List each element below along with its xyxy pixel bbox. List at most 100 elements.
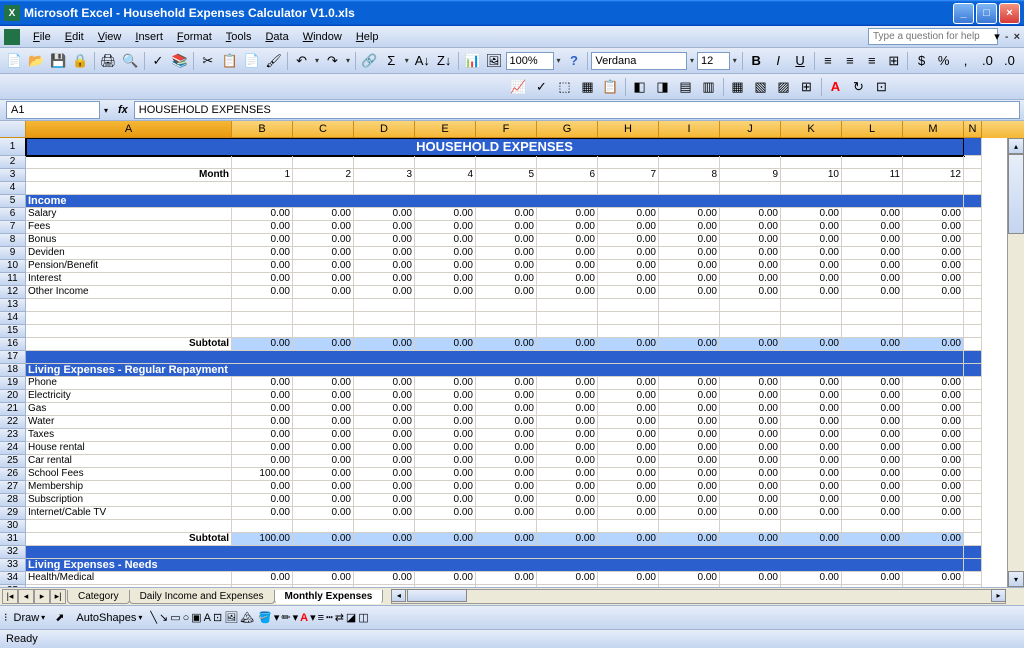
column-header-K[interactable]: K xyxy=(781,121,842,138)
cell[interactable]: 0.00 xyxy=(598,507,659,520)
cell[interactable]: 0.00 xyxy=(537,442,598,455)
cell[interactable] xyxy=(232,585,293,587)
maximize-button[interactable]: □ xyxy=(976,3,997,24)
cell[interactable]: 0.00 xyxy=(781,455,842,468)
cell[interactable]: 0.00 xyxy=(598,338,659,351)
cell[interactable] xyxy=(964,221,982,234)
cell[interactable]: 0.00 xyxy=(537,338,598,351)
redo-dropdown[interactable]: ▾ xyxy=(344,56,352,65)
cell[interactable]: 0.00 xyxy=(598,390,659,403)
cell[interactable] xyxy=(964,455,982,468)
column-header-H[interactable]: H xyxy=(598,121,659,138)
hscroll-left-button[interactable]: ◂ xyxy=(391,589,406,602)
oval-icon[interactable]: ○ xyxy=(183,612,190,624)
cell[interactable]: 12 xyxy=(903,169,964,182)
cell[interactable] xyxy=(232,299,293,312)
cell[interactable]: 0.00 xyxy=(720,403,781,416)
cell[interactable]: 0.00 xyxy=(903,481,964,494)
cell[interactable] xyxy=(964,442,982,455)
cell[interactable]: 0.00 xyxy=(354,273,415,286)
column-header-N[interactable]: N xyxy=(964,121,982,138)
cell[interactable]: 0.00 xyxy=(476,234,537,247)
cell[interactable] xyxy=(659,312,720,325)
cell[interactable] xyxy=(293,325,354,338)
tb2-icon-2[interactable]: ✓ xyxy=(531,76,553,98)
cell[interactable]: 0.00 xyxy=(720,455,781,468)
cell[interactable] xyxy=(964,338,982,351)
cell[interactable]: 0.00 xyxy=(659,572,720,585)
cell[interactable] xyxy=(781,312,842,325)
cell[interactable]: 0.00 xyxy=(354,416,415,429)
cell[interactable]: 1 xyxy=(232,169,293,182)
cell[interactable]: 0.00 xyxy=(598,247,659,260)
cell[interactable]: 0.00 xyxy=(659,273,720,286)
row-header-6[interactable]: 6 xyxy=(0,208,26,221)
cell[interactable]: 0.00 xyxy=(537,234,598,247)
cell[interactable]: 0.00 xyxy=(659,455,720,468)
cell[interactable]: 0.00 xyxy=(537,273,598,286)
cell[interactable]: 0.00 xyxy=(659,338,720,351)
clipart-icon[interactable]: 🖼 xyxy=(224,611,238,624)
cell[interactable]: 5 xyxy=(476,169,537,182)
inc-decimal-icon[interactable]: .0 xyxy=(977,50,998,72)
align-center-icon[interactable]: ≡ xyxy=(839,50,860,72)
arrow-icon[interactable]: ↘ xyxy=(159,611,168,624)
cell[interactable] xyxy=(354,312,415,325)
fill-color-icon[interactable]: 🪣 xyxy=(258,611,272,624)
cell[interactable] xyxy=(842,585,903,587)
cell[interactable] xyxy=(476,156,537,169)
cell[interactable]: 0.00 xyxy=(720,260,781,273)
cell[interactable]: 0.00 xyxy=(903,442,964,455)
cell[interactable]: 0.00 xyxy=(903,533,964,546)
cell[interactable]: 0.00 xyxy=(842,273,903,286)
undo-dropdown[interactable]: ▾ xyxy=(313,56,321,65)
cell[interactable] xyxy=(537,182,598,195)
row-header-29[interactable]: 29 xyxy=(0,507,26,520)
cell[interactable]: 0.00 xyxy=(354,260,415,273)
cell[interactable] xyxy=(354,585,415,587)
cell[interactable] xyxy=(964,364,982,377)
cell[interactable]: Bonus xyxy=(26,234,232,247)
line-color-icon[interactable]: ✏ xyxy=(281,611,290,624)
cell[interactable]: 0.00 xyxy=(781,572,842,585)
cell[interactable]: 0.00 xyxy=(781,221,842,234)
cell[interactable]: Pension/Benefit xyxy=(26,260,232,273)
size-dropdown[interactable]: ▾ xyxy=(731,56,739,65)
cell[interactable]: 0.00 xyxy=(659,533,720,546)
cell[interactable] xyxy=(964,546,982,559)
sort-asc-icon[interactable]: A↓ xyxy=(412,50,433,72)
cell[interactable]: 0.00 xyxy=(415,507,476,520)
cell[interactable]: 0.00 xyxy=(354,442,415,455)
cell[interactable]: 0.00 xyxy=(781,208,842,221)
cell[interactable]: 0.00 xyxy=(659,468,720,481)
cell[interactable] xyxy=(781,585,842,587)
cut-icon[interactable]: ✂ xyxy=(197,50,218,72)
cell[interactable]: 0.00 xyxy=(293,533,354,546)
cell[interactable]: 0.00 xyxy=(415,260,476,273)
cell[interactable] xyxy=(598,312,659,325)
cell[interactable]: 0.00 xyxy=(293,247,354,260)
cell[interactable] xyxy=(598,182,659,195)
cell[interactable]: 0.00 xyxy=(659,247,720,260)
cell[interactable]: 0.00 xyxy=(476,468,537,481)
cell[interactable]: 0.00 xyxy=(903,468,964,481)
italic-button[interactable]: I xyxy=(768,50,789,72)
cell[interactable] xyxy=(232,312,293,325)
cell[interactable]: 0.00 xyxy=(598,481,659,494)
menu-data[interactable]: Data xyxy=(258,29,295,45)
cell[interactable] xyxy=(964,377,982,390)
cell[interactable] xyxy=(354,520,415,533)
column-header-G[interactable]: G xyxy=(537,121,598,138)
row-header-18[interactable]: 18 xyxy=(0,364,26,377)
cell[interactable]: 0.00 xyxy=(293,416,354,429)
cell[interactable] xyxy=(903,520,964,533)
namebox-dropdown[interactable]: ▾ xyxy=(100,106,112,115)
rectangle-icon[interactable]: ▭ xyxy=(170,611,180,624)
cell[interactable]: 0.00 xyxy=(781,416,842,429)
cell[interactable] xyxy=(415,299,476,312)
cell[interactable]: 0.00 xyxy=(842,442,903,455)
cell[interactable]: 0.00 xyxy=(293,507,354,520)
menu-file[interactable]: File xyxy=(26,29,58,45)
cell[interactable]: 0.00 xyxy=(232,403,293,416)
cell[interactable]: 0.00 xyxy=(720,533,781,546)
